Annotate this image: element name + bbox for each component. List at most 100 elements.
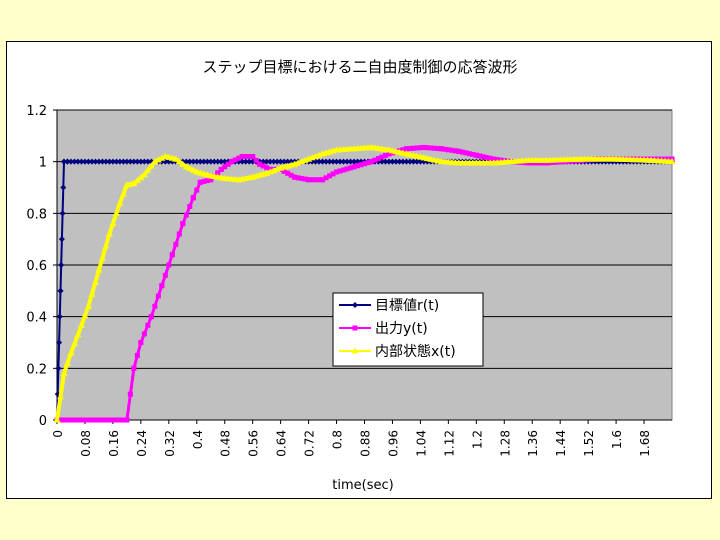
- data-point-marker: [352, 302, 358, 308]
- data-point-marker: [75, 417, 81, 423]
- data-point-marker: [334, 169, 340, 175]
- data-point-marker: [445, 147, 451, 153]
- data-point-marker: [316, 158, 323, 165]
- data-point-marker: [155, 293, 161, 299]
- data-point-marker: [267, 158, 274, 165]
- data-point-marker: [159, 283, 165, 289]
- x-tick-label: 0.56: [247, 430, 261, 457]
- data-point-marker: [102, 242, 110, 249]
- data-point-marker: [173, 241, 179, 247]
- data-point-marker: [396, 158, 403, 165]
- data-point-marker: [417, 145, 423, 151]
- data-point-marker: [130, 158, 137, 165]
- data-point-marker: [55, 365, 62, 372]
- data-point-marker: [365, 160, 371, 166]
- data-point-marker: [183, 158, 190, 165]
- data-point-marker: [250, 154, 256, 159]
- data-point-marker: [326, 158, 333, 165]
- data-point-marker: [98, 254, 106, 261]
- data-point-marker: [123, 158, 130, 165]
- data-point-marker: [232, 157, 238, 163]
- data-point-marker: [323, 175, 329, 181]
- data-point-marker: [56, 393, 64, 400]
- x-tick-label: 1.36: [526, 430, 540, 457]
- data-point-marker: [140, 171, 148, 178]
- data-point-marker: [176, 231, 182, 237]
- data-point-marker: [449, 147, 455, 153]
- data-point-marker: [491, 156, 497, 162]
- data-point-marker: [277, 164, 285, 171]
- data-point-marker: [459, 149, 465, 155]
- data-point-marker: [438, 146, 444, 152]
- data-point-marker: [162, 272, 168, 278]
- data-point-marker: [424, 145, 430, 151]
- data-point-marker: [71, 417, 77, 423]
- data-point-marker: [64, 417, 70, 423]
- data-point-marker: [340, 158, 347, 165]
- data-point-marker: [375, 156, 381, 162]
- data-point-marker: [105, 230, 113, 237]
- data-point-marker: [222, 164, 228, 170]
- data-point-marker: [109, 158, 116, 165]
- data-point-marker: [543, 160, 549, 166]
- data-point-marker: [647, 156, 655, 163]
- data-point-marker: [207, 172, 215, 179]
- data-point-marker: [102, 158, 109, 165]
- data-point-marker: [533, 160, 539, 166]
- data-point-marker: [193, 158, 200, 165]
- data-point-marker: [78, 158, 85, 165]
- data-point-marker: [60, 370, 68, 376]
- data-point-marker: [455, 159, 463, 166]
- data-point-marker: [435, 145, 441, 151]
- data-point-marker: [246, 158, 253, 165]
- data-point-marker: [113, 417, 119, 423]
- data-point-marker: [145, 322, 151, 328]
- data-point-marker: [74, 158, 81, 165]
- data-point-marker: [542, 156, 550, 163]
- data-point-marker: [392, 158, 399, 165]
- data-point-marker: [70, 340, 78, 347]
- data-point-marker: [442, 146, 448, 152]
- data-point-marker: [175, 158, 183, 165]
- data-point-marker: [264, 165, 270, 171]
- data-point-marker: [119, 190, 127, 197]
- data-point-marker: [190, 158, 197, 165]
- data-point-marker: [347, 158, 354, 165]
- data-point-marker: [525, 156, 533, 163]
- data-point-marker: [306, 177, 312, 183]
- data-point-marker: [127, 158, 134, 165]
- data-point-marker: [344, 158, 351, 165]
- data-point-marker: [263, 158, 270, 165]
- data-point-marker: [96, 417, 102, 423]
- data-point-marker: [260, 163, 266, 169]
- data-point-marker: [410, 145, 416, 151]
- data-point-marker: [214, 158, 221, 165]
- y-tick-label: 1.2: [26, 104, 47, 119]
- data-point-marker: [421, 144, 427, 150]
- data-point-marker: [161, 153, 169, 159]
- y-tick-label: 0.2: [26, 362, 47, 377]
- data-point-marker: [95, 266, 103, 273]
- data-point-marker: [367, 143, 375, 150]
- data-point-marker: [299, 175, 305, 181]
- data-point-marker: [201, 178, 207, 184]
- x-tick-label: 1.44: [554, 430, 568, 457]
- data-point-marker: [207, 158, 214, 165]
- data-point-marker: [291, 160, 299, 167]
- data-point-marker: [92, 158, 99, 165]
- data-point-marker: [402, 150, 410, 157]
- data-point-marker: [351, 164, 357, 170]
- data-point-marker: [147, 162, 155, 169]
- data-point-marker: [194, 187, 200, 193]
- data-point-marker: [316, 177, 322, 183]
- data-point-marker: [117, 417, 123, 423]
- data-point-marker: [225, 161, 231, 167]
- x-axis-title: time(sec): [332, 478, 393, 493]
- data-point-marker: [295, 175, 301, 181]
- y-tick-label: 0.6: [26, 259, 47, 274]
- data-point-marker: [288, 172, 294, 178]
- data-point-marker: [67, 158, 74, 165]
- data-point-marker: [148, 314, 154, 320]
- data-point-marker: [229, 159, 235, 165]
- data-point-marker: [484, 155, 490, 161]
